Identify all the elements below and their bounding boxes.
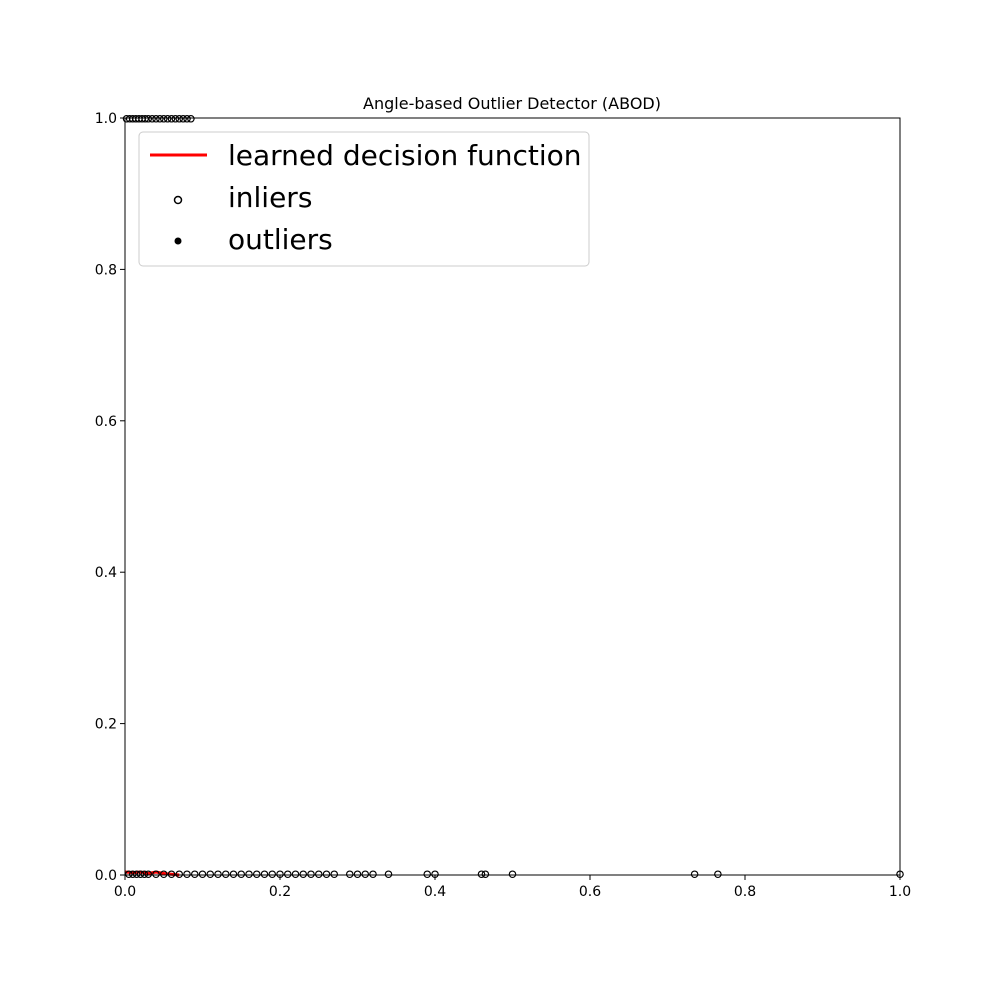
inlier-point (198, 870, 207, 879)
inlier-point (159, 870, 168, 879)
inlier-point (136, 870, 145, 879)
plot-area (122, 114, 904, 879)
y-tick-label: 0.8 (95, 262, 117, 278)
inlier-point (148, 114, 156, 123)
inlier-point (221, 870, 230, 879)
legend-box (138, 131, 590, 267)
inlier-point (132, 870, 141, 879)
legend: learned decision function inliers outlie… (138, 131, 590, 267)
inlier-point (260, 870, 269, 879)
inlier-point (183, 114, 191, 123)
y-tick-label: 0.2 (95, 717, 117, 733)
x-axis: 0.0 0.2 0.4 0.6 0.8 1.0 (114, 875, 911, 900)
x-tick-label: 1.0 (889, 884, 911, 900)
inlier-point (252, 870, 261, 879)
inlier-point (206, 870, 215, 879)
inlier-point (361, 870, 370, 879)
x-tick-label: 0.4 (424, 884, 446, 900)
legend-label-decision-function: learned decision function (228, 139, 582, 172)
inlier-point (369, 870, 377, 879)
inlier-point (187, 114, 195, 123)
y-tick-label: 0.4 (95, 565, 117, 581)
inlier-point (345, 870, 354, 879)
legend-label-inliers: inliers (228, 181, 312, 214)
inlier-point (237, 870, 246, 879)
y-tick-label: 1.0 (95, 111, 117, 127)
inlier-point (314, 870, 323, 879)
inlier-point (175, 114, 184, 123)
inlier-point (152, 870, 160, 879)
x-tick-label: 0.8 (734, 884, 756, 900)
x-tick-label: 0.0 (114, 884, 136, 900)
inlier-point (167, 870, 176, 879)
inlier-point (714, 870, 722, 879)
inlier-point (190, 870, 199, 879)
inlier-point (229, 870, 238, 879)
chart-title: Angle-based Outlier Detector (ABOD) (363, 94, 661, 113)
inlier-point (330, 870, 339, 879)
y-axis: 0.0 0.2 0.4 0.6 0.8 1.0 (95, 111, 125, 884)
inlier-point (175, 870, 184, 879)
inlier-point (307, 870, 315, 879)
inlier-point (690, 870, 699, 879)
inlier-point (268, 870, 277, 879)
inlier-point (163, 114, 172, 123)
inlier-point (144, 870, 153, 879)
inlier-point (144, 114, 153, 123)
legend-label-outliers: outliers (228, 223, 333, 256)
inlier-point (140, 870, 149, 879)
inlier-point (283, 870, 292, 879)
inlier-point (245, 870, 253, 879)
inlier-point (167, 114, 176, 123)
inlier-point (508, 870, 517, 879)
inlier-point (481, 870, 490, 879)
inlier-point (159, 114, 168, 123)
inlier-point (183, 870, 191, 879)
inlier-point (477, 870, 486, 879)
inlier-point (156, 114, 164, 123)
legend-filled-circle-marker (174, 237, 182, 245)
inlier-point (171, 114, 180, 123)
x-tick-label: 0.6 (579, 884, 601, 900)
legend-open-circle-marker (173, 195, 183, 205)
inlier-point (299, 870, 308, 879)
inlier-point (179, 114, 187, 123)
inlier-point (353, 870, 362, 879)
y-tick-label: 0.6 (95, 414, 117, 430)
inlier-point (214, 870, 222, 879)
inlier-point (322, 870, 331, 879)
inlier-point (152, 114, 160, 123)
inlier-point (128, 870, 137, 879)
inlier-point (384, 870, 393, 879)
x-tick-label: 0.2 (269, 884, 291, 900)
inlier-point (125, 870, 133, 879)
plot-frame (124, 117, 901, 876)
y-tick-label: 0.0 (95, 868, 117, 884)
inlier-point (291, 870, 300, 879)
inlier-point (423, 870, 432, 879)
